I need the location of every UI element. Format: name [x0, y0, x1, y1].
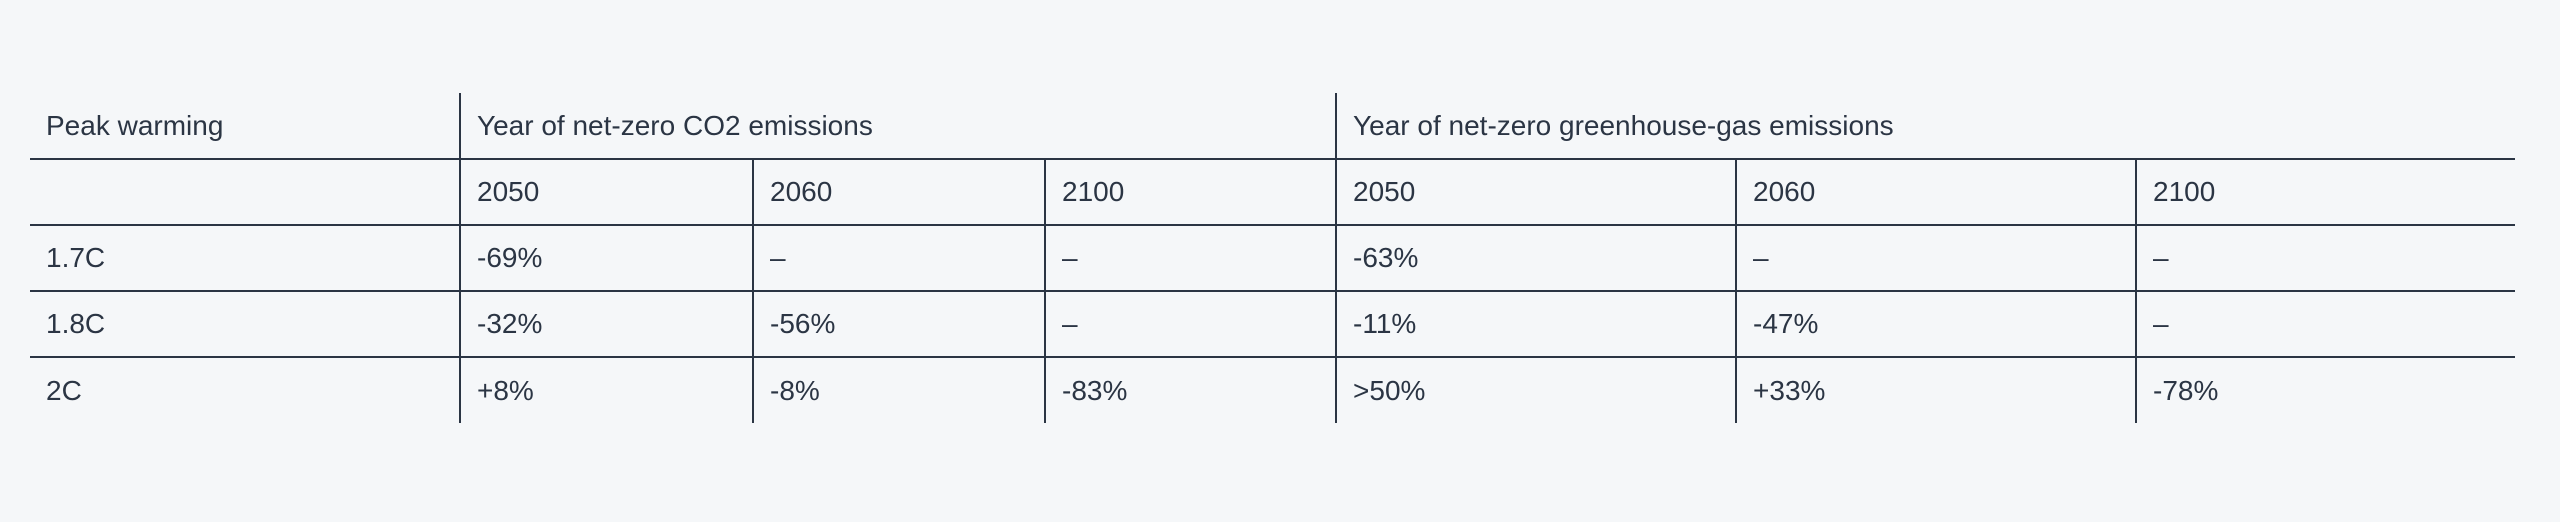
data-cell: -69%	[459, 224, 753, 291]
row-label: 1.8C	[30, 290, 460, 357]
data-cell: -32%	[459, 290, 753, 357]
data-cell: -63%	[1335, 224, 1737, 291]
subheader-cell: 2060	[752, 158, 1045, 225]
empty-cell	[30, 158, 460, 225]
data-cell: –	[1735, 224, 2137, 291]
data-row: 2C +8% -8% -83% >50% +33% -78%	[30, 356, 2516, 423]
data-cell: -78%	[2135, 356, 2516, 423]
subheader-cell: 2100	[1043, 158, 1337, 225]
subheader-cell: 2100	[2135, 158, 2516, 225]
data-cell: –	[2135, 224, 2516, 291]
subheader-cell: 2060	[1735, 158, 2137, 225]
data-cell: –	[752, 224, 1045, 291]
header-cell: Peak warming	[46, 109, 224, 141]
table-body: Peak warming Year of net-zero CO2 emissi…	[30, 93, 2516, 423]
header-cell: Year of net-zero CO2 emissions	[458, 93, 1337, 159]
data-row: 1.7C -69% – – -63% – –	[30, 224, 2516, 291]
data-cell: -47%	[1735, 290, 2137, 357]
data-cell: –	[2135, 290, 2516, 357]
data-cell: –	[1043, 290, 1337, 357]
row-label: 1.7C	[30, 224, 460, 291]
subheader-cell: 2050	[459, 158, 753, 225]
data-row: 1.8C -32% -56% – -11% -47% –	[30, 290, 2516, 357]
header-cell: Year of net-zero greenhouse-gas emission…	[1335, 93, 2516, 159]
subheader-row: 2050 2060 2100 2050 2060 2100	[30, 158, 2516, 225]
data-cell: -83%	[1043, 356, 1337, 423]
data-cell: –	[1043, 224, 1337, 291]
subheader-cell: 2050	[1335, 158, 1737, 225]
data-cell: >50%	[1335, 356, 1737, 423]
data-cell: +8%	[459, 356, 753, 423]
data-cell: +33%	[1735, 356, 2137, 423]
emissions-table: Peak warming Year of net-zero CO2 emissi…	[30, 93, 2516, 423]
data-cell: -8%	[752, 356, 1045, 423]
header-row: Peak warming Year of net-zero CO2 emissi…	[30, 93, 2516, 159]
data-cell: -11%	[1335, 290, 1737, 357]
row-label: 2C	[30, 356, 460, 423]
data-cell: -56%	[752, 290, 1045, 357]
